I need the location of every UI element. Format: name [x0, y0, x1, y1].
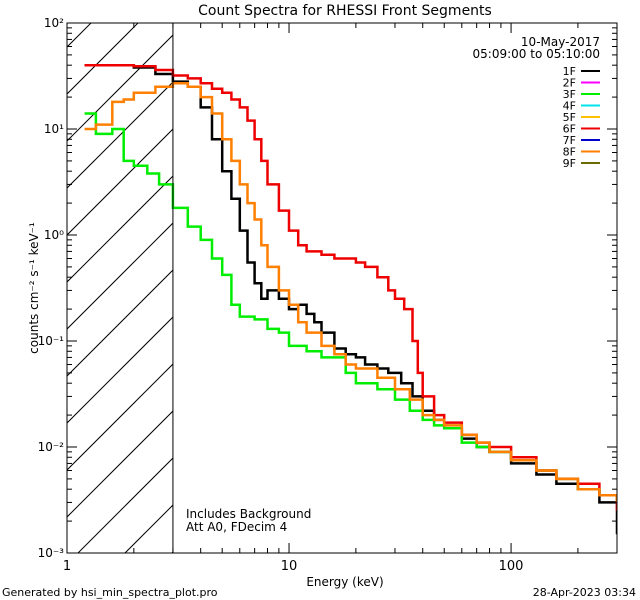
footer-generated-by: Generated by hsi_min_spectra_plot.pro [2, 586, 218, 599]
hatch-line [266, 23, 640, 553]
hatch-line [360, 23, 640, 553]
series-line-3F [84, 112, 617, 503]
hatch-line [67, 222, 173, 330]
y-tick-label-1e2: 10² [44, 16, 64, 30]
hatch-line [219, 23, 640, 553]
x-tick-label-100: 100 [499, 559, 524, 574]
legend-label-8F: 8F [563, 146, 576, 159]
hatch-line [67, 23, 92, 48]
series-line-6F [84, 63, 617, 511]
footer-timestamp: 28-Apr-2023 03:34 [533, 586, 636, 599]
y-tick-label-1e-1: 10⁻¹ [38, 334, 65, 348]
x-tick-label-1: 1 [63, 559, 71, 574]
series-line-8F [84, 82, 617, 503]
chart-title: Count Spectra for RHESSI Front Segments [198, 3, 492, 19]
hatch-line [67, 128, 173, 236]
hatch-line [313, 23, 640, 553]
legend-label-3F: 3F [563, 88, 576, 101]
date-label: 10-May-2017 [521, 35, 600, 49]
x-tick-label-10: 10 [281, 559, 298, 574]
legend-label-6F: 6F [563, 123, 576, 136]
plot-frame [66, 22, 618, 554]
y-tick-label-1e0: 10⁰ [44, 228, 64, 242]
x-axis-label: Energy (keV) [306, 575, 383, 589]
legend-label-9F: 9F [563, 157, 576, 170]
hatch-line [67, 34, 173, 142]
legend-label-2F: 2F [563, 77, 576, 90]
series-layer [84, 63, 617, 535]
attenuated-region-hatch [67, 23, 640, 553]
legend-label-5F: 5F [563, 111, 576, 124]
hatch-line [67, 410, 173, 518]
y-axis-label: counts cm⁻² s⁻¹ keV⁻¹ [27, 222, 41, 354]
hatch-line [67, 316, 173, 424]
annotation-attenuator: Att A0, FDecim 4 [186, 520, 287, 534]
hatch-line [67, 175, 173, 283]
hatch-line [67, 269, 173, 377]
y-tick-label-1e1: 10¹ [44, 122, 64, 136]
time-range-label: 05:09:00 to 05:10:00 [473, 47, 600, 61]
hatch-line [67, 81, 173, 189]
hatch-line [77, 457, 173, 553]
hatch-line [67, 363, 173, 471]
annotation-background: Includes Background [186, 507, 311, 521]
y-tick-label-1e-2: 10⁻² [38, 440, 65, 454]
y-tick-label-1e-3: 10⁻³ [38, 546, 65, 560]
axis-ticks [66, 22, 618, 554]
hatch-line [407, 23, 640, 553]
legend-label-1F: 1F [563, 65, 576, 78]
legend-label-7F: 7F [563, 134, 576, 147]
legend-label-4F: 4F [563, 100, 576, 113]
